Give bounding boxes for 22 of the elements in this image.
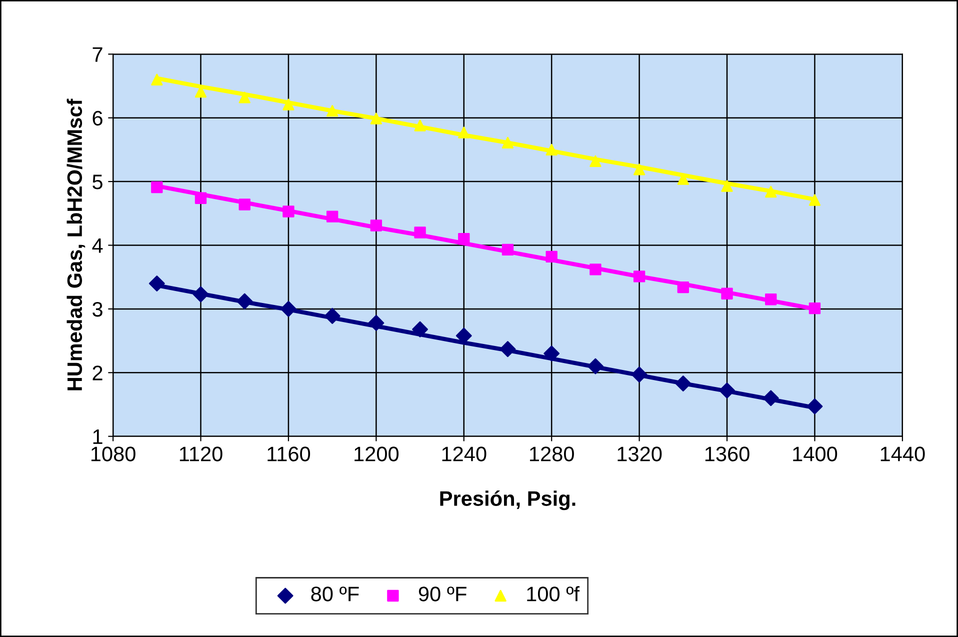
x-tick-label: 1440 bbox=[880, 446, 925, 462]
x-tick-label: 1120 bbox=[180, 446, 222, 462]
x-tick-label: 1360 bbox=[705, 446, 750, 462]
legend-label: 90 ºF bbox=[418, 586, 466, 602]
x-tick-label: 1160 bbox=[268, 446, 310, 462]
x-tick-label: 1080 bbox=[91, 446, 136, 462]
x-tick-label: 1280 bbox=[530, 446, 574, 462]
x-tick-label: 1320 bbox=[618, 446, 662, 462]
y-tick-label: 1 bbox=[93, 430, 102, 444]
y-tick-label: 6 bbox=[92, 110, 102, 126]
x-tick-label: 1400 bbox=[793, 446, 838, 462]
y-tick-label: 3 bbox=[92, 302, 102, 317]
x-tick-label: 1200 bbox=[354, 446, 399, 462]
y-tick-label: 5 bbox=[92, 174, 102, 190]
x-axis-title: Presión, Psig. bbox=[440, 490, 576, 510]
y-tick-label: 7 bbox=[92, 47, 102, 62]
y-tick-label: 4 bbox=[92, 238, 103, 253]
x-tick-label: 1240 bbox=[442, 446, 486, 462]
legend-label: 80 ºF bbox=[311, 586, 359, 602]
y-axis-title: HUmedad Gas, LbH2O/MMscf bbox=[66, 98, 86, 390]
legend-label: 100 ºf bbox=[527, 586, 580, 602]
y-tick-label: 2 bbox=[92, 366, 102, 380]
